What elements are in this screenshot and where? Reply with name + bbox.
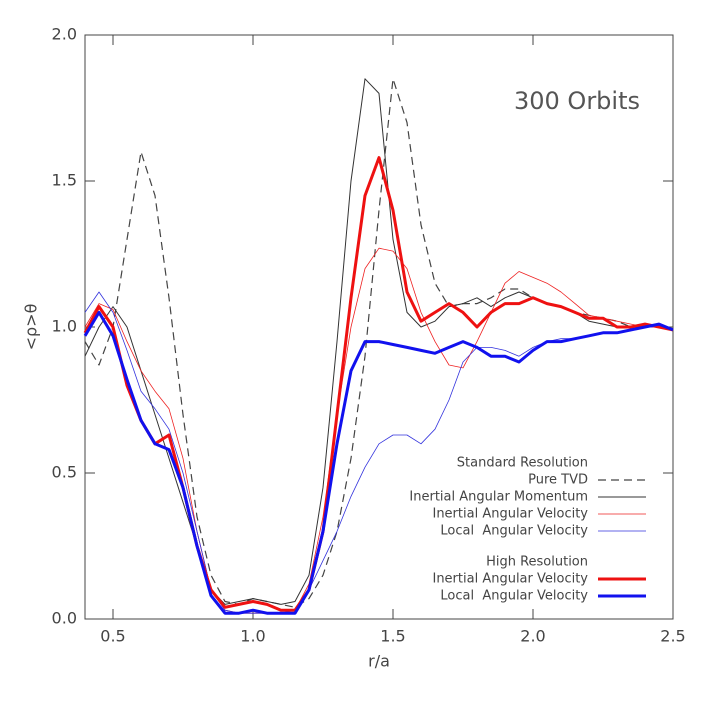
y-tick-label: 1.0: [52, 317, 77, 336]
legend-label: Local Angular Velocity: [440, 524, 588, 539]
legend-heading: Standard Resolution: [457, 456, 588, 471]
x-tick-label: 2.5: [660, 627, 685, 646]
y-tick-label: 1.5: [52, 171, 77, 190]
x-tick-label: 2.0: [520, 627, 545, 646]
legend-label: Pure TVD: [528, 473, 588, 488]
series-line: [83, 310, 674, 615]
legend-label: Inertial Angular Velocity: [432, 507, 588, 522]
legend-label: Inertial Angular Momentum: [409, 490, 588, 505]
series-line: [83, 156, 674, 612]
y-axis-label: <ρ>θ: [22, 304, 41, 351]
series-line: [84, 247, 674, 614]
x-axis-label: r/a: [368, 652, 390, 671]
legend-label: Inertial Angular Velocity: [432, 572, 588, 587]
x-tick-label: 0.5: [100, 627, 125, 646]
x-tick-label: 1.5: [380, 627, 405, 646]
y-tick-label: 0.0: [52, 609, 77, 628]
x-tick-label: 1.0: [240, 627, 265, 646]
y-tick-label: 0.5: [52, 463, 77, 482]
y-tick-label: 2.0: [52, 25, 77, 44]
legend-label: Local Angular Velocity: [440, 589, 588, 604]
legend-heading: High Resolution: [486, 555, 588, 570]
annotation: 300 Orbits: [514, 87, 640, 115]
